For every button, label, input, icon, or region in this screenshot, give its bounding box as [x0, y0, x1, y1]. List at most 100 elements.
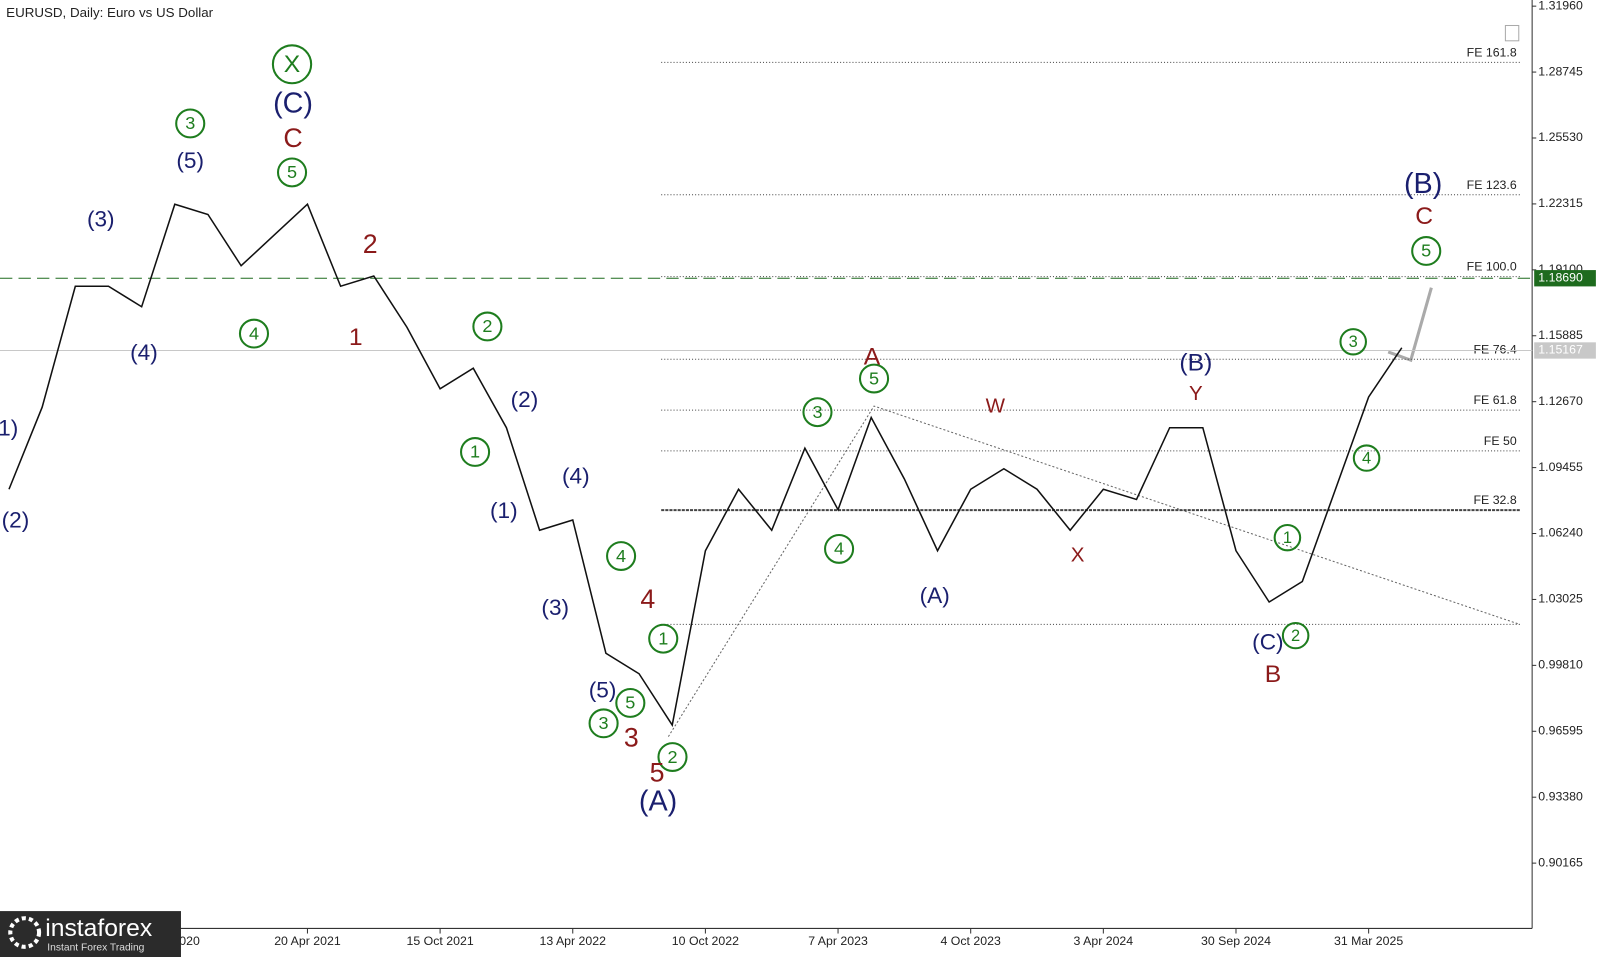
wave-label: 5 [650, 757, 665, 787]
wave-circle [1281, 621, 1310, 650]
wave-label: (2) [511, 387, 539, 412]
price-tag-label: 1.15167 [1538, 343, 1583, 357]
wave-label: 4 [1362, 449, 1371, 467]
wave-label: (4) [130, 340, 158, 365]
y-tick-label: 1.22315 [1538, 196, 1583, 210]
wave-label: (C) [273, 88, 313, 120]
wave-circle [472, 311, 503, 342]
wave-label: 5 [625, 693, 635, 713]
wave-label: A [864, 344, 881, 371]
wave-label: 3 [624, 723, 639, 753]
wave-label: (1) [490, 498, 518, 523]
y-tick-label: 1.09455 [1538, 460, 1583, 474]
wave-label: 5 [869, 368, 879, 388]
logo: instaforex Instant Forex Trading [0, 911, 181, 957]
wave-label: 3 [185, 113, 195, 133]
wave-label: 4 [616, 546, 626, 566]
x-tick-label: 4 Oct 2023 [941, 934, 1001, 948]
wave-circle [588, 708, 619, 739]
wave-circle [460, 437, 491, 467]
wave-label: 2 [482, 316, 492, 336]
y-tick-label: 0.96595 [1538, 724, 1583, 738]
fib-label: FE 76.4 [1474, 342, 1517, 356]
x-tick-label: 3 Apr 2024 [1074, 934, 1134, 948]
wave-label: B [1265, 661, 1281, 688]
wave-circle [657, 742, 688, 772]
wave-label: C [283, 123, 302, 153]
icon-button[interactable] [1504, 24, 1520, 42]
x-tick-label: 20 Apr 2021 [274, 934, 341, 948]
y-tick-label: 1.31960 [1538, 0, 1583, 12]
fib-label: FE 50 [1484, 434, 1517, 448]
price-tag-label: 1.18690 [1538, 271, 1583, 285]
wave-label: W [986, 395, 1006, 418]
wave-circle [1411, 236, 1442, 266]
wave-label: (5) [589, 678, 617, 703]
x-tick-label: 15 Oct 2021 [407, 934, 474, 948]
wave-label: 1 [349, 324, 363, 351]
x-tick-label: 10 Oct 2022 [672, 934, 739, 948]
chart-title: EURUSD, Daily: Euro vs US Dollar [6, 5, 214, 20]
wave-label: (B) [1179, 350, 1212, 377]
wave-circle [1352, 444, 1381, 472]
y-tick-label: 1.06240 [1538, 526, 1583, 540]
logo-icon [8, 916, 42, 949]
x-tick-label: 30 Sep 2024 [1201, 934, 1271, 948]
wave-label: 2 [363, 229, 378, 259]
y-tick-label: 1.15885 [1538, 328, 1583, 342]
wave-circle [615, 688, 646, 718]
wave-circle [802, 397, 833, 428]
wave-label: (3) [87, 206, 115, 231]
y-tick-label: 1.12670 [1538, 394, 1583, 408]
wave-label: 1 [1283, 529, 1292, 547]
logo-name: instaforex [45, 915, 153, 942]
wave-label: C [1415, 203, 1433, 230]
x-tick-label: 13 Apr 2022 [539, 934, 606, 948]
wave-circle [648, 623, 679, 654]
wave-label: (5) [176, 148, 204, 173]
price-tag [1534, 342, 1596, 359]
wave-label: 2 [667, 747, 677, 767]
wave-label: (B) [1404, 168, 1442, 200]
wave-label: (2) [2, 507, 30, 532]
wave-label: 3 [599, 713, 609, 733]
wave-label: (3) [541, 595, 569, 620]
wave-circle [276, 157, 308, 188]
wave-label: (4) [562, 463, 590, 488]
fib-label: FE 61.8 [1474, 393, 1517, 407]
wave-circle [606, 541, 637, 571]
fib-label: FE 100.0 [1467, 260, 1517, 274]
x-tick-label: 7 Apr 2023 [808, 934, 868, 948]
fib-label: FE 123.6 [1467, 178, 1517, 192]
wave-circle [858, 363, 890, 394]
wave-circle [824, 533, 855, 564]
trend-line [667, 405, 1520, 737]
wave-label: 5 [1421, 241, 1431, 261]
wave-circle [175, 108, 206, 139]
x-tick-label: 31 Mar 2025 [1334, 934, 1403, 948]
logo-tagline: Instant Forex Trading [47, 943, 144, 954]
wave-circle [1339, 328, 1367, 356]
wave-circle [271, 44, 313, 85]
wave-label: 4 [640, 584, 655, 614]
wave-label: Y [1189, 382, 1203, 405]
fib-label: FE 161.8 [1467, 45, 1517, 59]
wave-label: 1) [0, 416, 18, 441]
wave-label: 1 [470, 442, 480, 462]
wave-circle [1273, 524, 1302, 552]
y-tick-label: 1.25530 [1538, 130, 1583, 144]
price-tag [1534, 270, 1596, 287]
price-line-series [8, 202, 1403, 728]
y-tick-label: 0.93380 [1538, 789, 1583, 803]
wave-label: 4 [834, 539, 844, 559]
wave-label: (C) [1252, 630, 1283, 655]
y-tick-label: 1.28745 [1538, 64, 1583, 78]
projection [1387, 287, 1433, 363]
wave-label: 2 [1291, 627, 1300, 645]
wave-label: (A) [920, 583, 950, 608]
wave-circle [238, 318, 270, 349]
wave-label: 3 [1349, 333, 1358, 351]
